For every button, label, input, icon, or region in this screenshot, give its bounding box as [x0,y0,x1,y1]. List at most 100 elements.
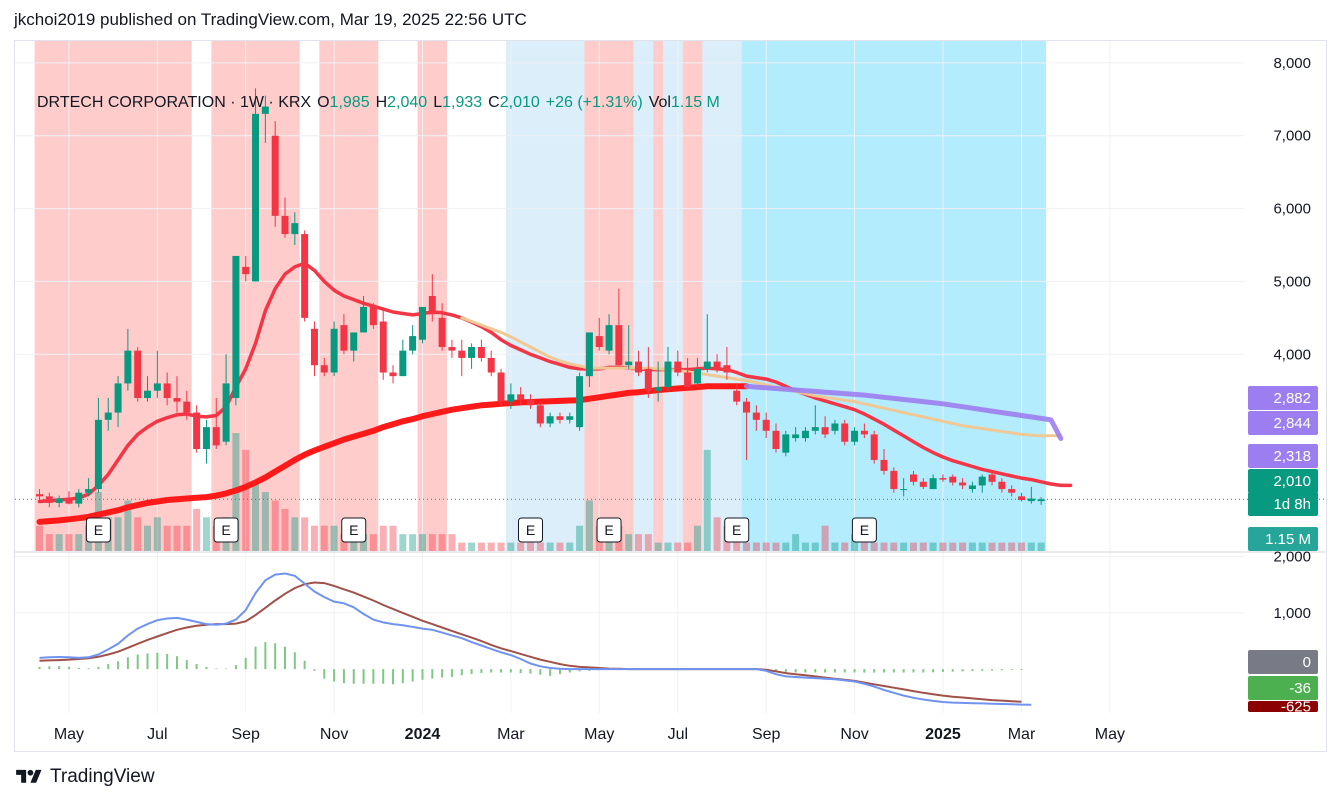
candle[interactable] [507,383,515,409]
candle[interactable] [546,412,554,428]
candle[interactable] [389,365,397,384]
legend-symbol[interactable]: DRTECH CORPORATION · 1W · KRX [37,94,312,111]
candle[interactable] [929,474,937,490]
candle[interactable] [487,350,495,377]
candle[interactable] [497,368,505,406]
candle[interactable] [664,347,672,391]
candle[interactable] [556,412,564,424]
candle[interactable] [418,306,426,344]
candle[interactable] [271,121,279,227]
candle[interactable] [576,372,584,431]
candle[interactable] [458,339,466,377]
candle[interactable] [65,491,73,505]
candle[interactable] [703,314,711,373]
candle[interactable] [909,470,917,486]
candle[interactable] [772,423,780,453]
candle[interactable] [330,321,338,377]
candle[interactable] [379,310,387,380]
candle[interactable] [654,361,662,402]
candle[interactable] [841,419,849,446]
candle[interactable] [831,419,839,435]
candle[interactable] [281,197,289,238]
candle[interactable] [674,350,682,377]
price-axis[interactable]: 8,000 7,000 6,000 5,000 4,000 2,000 1,000 [1273,55,1311,622]
candle[interactable] [124,328,132,391]
candle[interactable] [644,347,652,398]
earnings-marker[interactable]: E [724,517,750,543]
candle[interactable] [183,390,191,420]
candle[interactable] [55,495,63,508]
candle[interactable] [242,255,250,282]
candle[interactable] [310,321,318,377]
candle[interactable] [301,230,309,322]
chart-canvas[interactable]: E E E E E E E 8,000 7,000 6,000 5,000 4,000 2,000 1,0… [15,41,1326,751]
candle[interactable] [743,398,751,460]
earnings-marker[interactable]: E [85,517,111,543]
candle[interactable] [1027,486,1035,504]
candle[interactable] [1018,492,1025,502]
candle[interactable] [340,314,348,355]
candle[interactable] [949,474,957,486]
candle[interactable] [713,354,721,373]
candle[interactable] [615,288,623,366]
candle[interactable] [1008,485,1016,497]
candle[interactable] [173,376,181,413]
candle[interactable] [939,474,947,482]
candle[interactable] [733,383,741,406]
candle[interactable] [45,492,53,508]
candle[interactable] [625,325,633,369]
candle[interactable] [880,449,888,475]
time-axis[interactable]: May Jul Sep Nov 2024 Mar May Jul Sep Nov 2025 Mar Ma… [54,726,1125,743]
candle[interactable] [968,481,976,493]
candle[interactable] [566,412,574,424]
candle[interactable] [998,478,1006,493]
candle[interactable] [163,372,171,406]
candle[interactable] [988,470,996,486]
candle[interactable] [870,430,878,464]
candle[interactable] [978,474,986,493]
candle[interactable] [193,405,201,453]
candle[interactable] [792,427,800,442]
candle[interactable] [448,339,456,358]
candle[interactable] [350,332,358,362]
earnings-marker[interactable]: E [596,517,622,543]
candle[interactable] [1037,497,1045,505]
candle[interactable] [202,419,210,464]
candle[interactable] [409,325,417,355]
candle[interactable] [527,394,534,409]
candle[interactable] [693,357,701,388]
earnings-marker[interactable]: E [851,517,877,543]
candle[interactable] [291,212,299,245]
candle[interactable] [782,430,790,457]
earnings-marker[interactable]: E [518,517,543,543]
candle[interactable] [860,423,868,439]
candle[interactable] [212,398,220,449]
candle[interactable] [114,376,122,428]
candle[interactable] [85,478,93,497]
candle[interactable] [585,332,593,388]
candle[interactable] [851,427,859,446]
candle[interactable] [75,489,83,508]
candle[interactable] [104,398,112,431]
candle[interactable] [144,376,152,402]
candle[interactable] [222,354,230,446]
candle[interactable] [360,296,368,333]
candle[interactable] [468,343,476,369]
candle[interactable] [821,416,829,439]
candle[interactable] [890,467,898,493]
candle[interactable] [684,357,692,391]
candle[interactable] [595,317,603,351]
candle[interactable] [153,350,161,398]
earnings-marker[interactable]: E [213,517,239,543]
candle[interactable] [517,387,525,406]
footer-brand[interactable]: TradingView [14,766,155,788]
candle[interactable] [762,412,770,439]
candle[interactable] [477,339,485,362]
candle[interactable] [635,350,643,377]
candle[interactable] [369,303,377,329]
candle[interactable] [811,405,819,435]
candle[interactable] [94,398,102,493]
candle[interactable] [134,347,142,402]
candle[interactable] [536,401,544,428]
candle[interactable] [959,478,967,490]
